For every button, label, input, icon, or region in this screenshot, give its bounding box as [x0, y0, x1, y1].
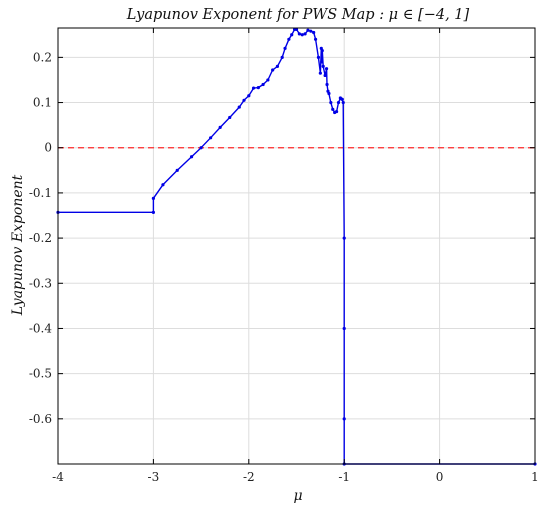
data-point	[261, 82, 265, 87]
y-axis-label: Lyapunov Exponent	[10, 174, 26, 316]
data-point	[242, 98, 246, 102]
x-tick-labels: -4 -3 -2 -1 0 1	[52, 470, 539, 484]
data-point	[290, 33, 294, 37]
data-point	[161, 183, 165, 187]
series-line	[58, 28, 535, 465]
data-point	[228, 115, 232, 120]
y-tick-label: 0.1	[33, 96, 52, 110]
data-point	[266, 78, 270, 82]
y-tick-label: -0.6	[29, 412, 52, 426]
data-point	[321, 64, 325, 69]
data-point	[325, 82, 329, 87]
data-point	[189, 155, 194, 159]
x-tick-label: -4	[52, 470, 64, 484]
data-point	[280, 55, 284, 59]
axes-box	[57, 27, 536, 465]
data-point	[300, 33, 304, 37]
data-point	[341, 100, 345, 105]
data-point	[151, 210, 155, 214]
grid-lines	[57, 28, 536, 464]
data-point	[251, 86, 256, 90]
x-axis-label: μ	[293, 488, 302, 504]
y-tick-label: -0.3	[29, 276, 52, 290]
data-point	[199, 146, 203, 150]
data-point	[342, 236, 346, 240]
data-point	[329, 100, 333, 105]
data-point	[283, 46, 287, 50]
y-tick-label: -0.1	[29, 186, 52, 200]
y-tick-label: -0.2	[29, 231, 52, 245]
data-point	[306, 28, 310, 32]
data-point	[247, 94, 251, 98]
data-point	[237, 105, 241, 109]
data-point	[312, 30, 316, 35]
y-tick-label: -0.5	[29, 367, 52, 381]
data-point	[287, 37, 291, 41]
data-point	[342, 326, 346, 331]
y-tick-label: 0.2	[33, 50, 52, 64]
data-point	[324, 67, 329, 71]
y-tick-label: 0	[44, 141, 52, 155]
data-point	[151, 196, 155, 200]
data-point	[331, 107, 335, 111]
data-point	[336, 100, 341, 105]
x-tick-label: -3	[148, 470, 160, 484]
x-tick-label: 1	[531, 470, 539, 484]
data-point	[334, 109, 339, 114]
y-tick-label: -0.4	[29, 321, 53, 335]
tick-marks	[57, 28, 536, 464]
data-point	[275, 64, 280, 69]
chart-title: Lyapunov Exponent for PWS Map : μ ∈ [−4,…	[126, 7, 470, 23]
data-point	[318, 71, 322, 75]
series-layer	[56, 27, 537, 466]
x-tick-label: -1	[338, 470, 350, 484]
data-point	[303, 32, 307, 36]
data-point	[320, 60, 324, 64]
data-point	[256, 86, 260, 90]
data-point	[271, 68, 275, 72]
data-point	[218, 125, 222, 129]
data-point	[320, 48, 324, 53]
x-tick-label: 0	[436, 470, 444, 484]
data-point	[294, 27, 299, 31]
data-point	[209, 136, 213, 140]
data-point	[340, 97, 344, 101]
data-point	[327, 91, 331, 96]
data-point	[342, 417, 346, 421]
data-point	[316, 55, 321, 59]
y-tick-labels: 0.2 0.1 0 -0.1 -0.2 -0.3 -0.4 -0.5 -0.6	[29, 50, 53, 425]
data-point	[313, 37, 318, 41]
data-point	[323, 73, 327, 78]
data-point	[309, 29, 313, 33]
data-point	[175, 168, 179, 172]
data-point	[297, 32, 301, 36]
x-tick-label: -2	[243, 470, 255, 484]
